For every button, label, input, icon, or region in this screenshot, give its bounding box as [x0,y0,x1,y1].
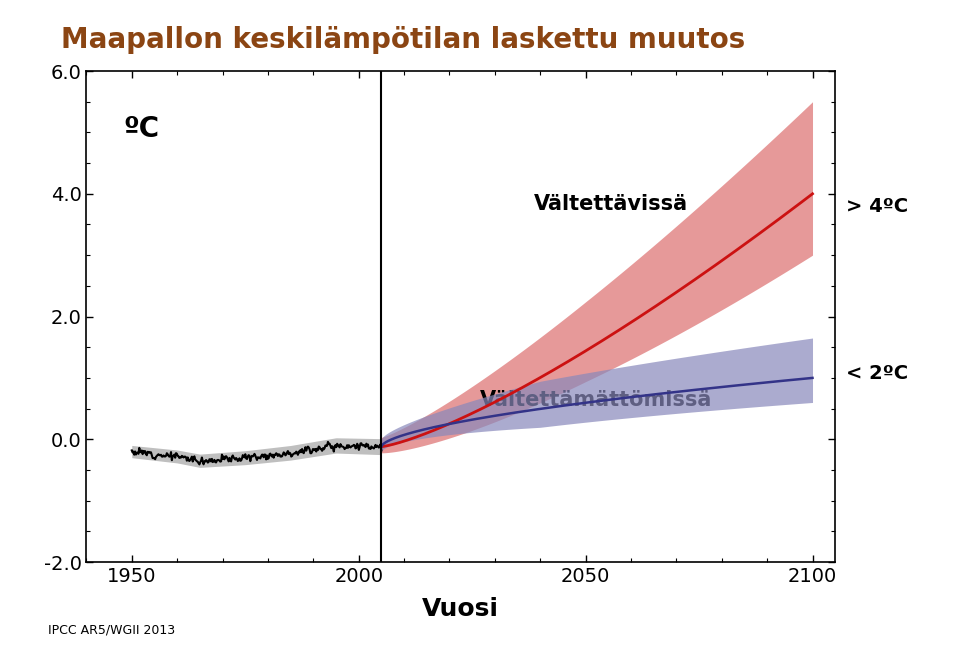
Text: IPCC AR5/WGII 2013: IPCC AR5/WGII 2013 [48,623,175,636]
Text: ºC: ºC [124,115,160,143]
X-axis label: Vuosi: Vuosi [422,597,499,621]
Text: Vältettämättömissä: Vältettämättömissä [479,390,711,410]
Text: Maapallon keskilämpötilan laskettu muutos: Maapallon keskilämpötilan laskettu muuto… [61,26,745,54]
Text: > 4ºC: > 4ºC [847,196,908,216]
Text: Vältettävissä: Vältettävissä [534,194,687,214]
Text: < 2ºC: < 2ºC [847,364,908,382]
